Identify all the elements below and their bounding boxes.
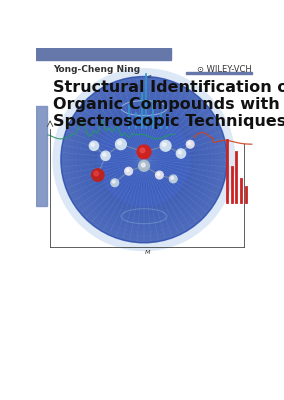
Circle shape	[136, 152, 152, 168]
Circle shape	[132, 148, 156, 172]
Circle shape	[61, 76, 227, 243]
Text: Yong-Cheng Ning: Yong-Cheng Ning	[53, 65, 140, 74]
Bar	[36, 106, 47, 206]
Circle shape	[140, 156, 148, 164]
Text: Organic Compounds with: Organic Compounds with	[53, 97, 280, 112]
Circle shape	[162, 142, 166, 146]
Bar	[36, 48, 171, 60]
Circle shape	[111, 126, 177, 193]
Text: z: z	[147, 74, 150, 79]
Text: Structural Identification of: Structural Identification of	[53, 80, 284, 95]
Circle shape	[186, 140, 194, 148]
Circle shape	[140, 148, 145, 153]
Circle shape	[141, 163, 145, 167]
Circle shape	[156, 171, 163, 179]
Circle shape	[124, 139, 164, 180]
Circle shape	[111, 179, 119, 186]
Circle shape	[116, 139, 126, 150]
Circle shape	[137, 145, 151, 159]
Text: Spectroscopic Techniques: Spectroscopic Techniques	[53, 114, 284, 129]
Circle shape	[99, 114, 190, 205]
Circle shape	[78, 93, 210, 226]
Circle shape	[170, 175, 177, 183]
Circle shape	[86, 102, 202, 218]
Circle shape	[176, 149, 185, 158]
Circle shape	[103, 118, 185, 201]
Circle shape	[61, 76, 227, 243]
Circle shape	[139, 160, 149, 171]
Circle shape	[103, 153, 106, 156]
Circle shape	[65, 81, 223, 239]
Circle shape	[118, 141, 122, 145]
Circle shape	[69, 85, 219, 234]
Circle shape	[107, 122, 181, 197]
Circle shape	[82, 97, 206, 222]
Circle shape	[101, 151, 110, 160]
Circle shape	[160, 140, 171, 151]
Circle shape	[94, 171, 99, 176]
Circle shape	[188, 142, 191, 145]
Text: ⊙ WILEY-VCH: ⊙ WILEY-VCH	[197, 65, 252, 74]
Circle shape	[94, 110, 194, 210]
Circle shape	[119, 135, 169, 184]
Circle shape	[178, 151, 181, 154]
Circle shape	[128, 143, 160, 176]
Circle shape	[98, 114, 190, 205]
Circle shape	[92, 169, 104, 181]
Circle shape	[126, 169, 129, 172]
Circle shape	[91, 143, 94, 146]
Circle shape	[89, 141, 99, 150]
Circle shape	[112, 180, 115, 183]
Circle shape	[171, 176, 174, 179]
Circle shape	[90, 106, 198, 214]
Text: M: M	[145, 250, 150, 255]
Circle shape	[73, 89, 215, 230]
Bar	[186, 72, 252, 74]
Circle shape	[125, 167, 132, 175]
Circle shape	[157, 173, 160, 176]
Circle shape	[115, 131, 173, 188]
Circle shape	[53, 69, 235, 250]
